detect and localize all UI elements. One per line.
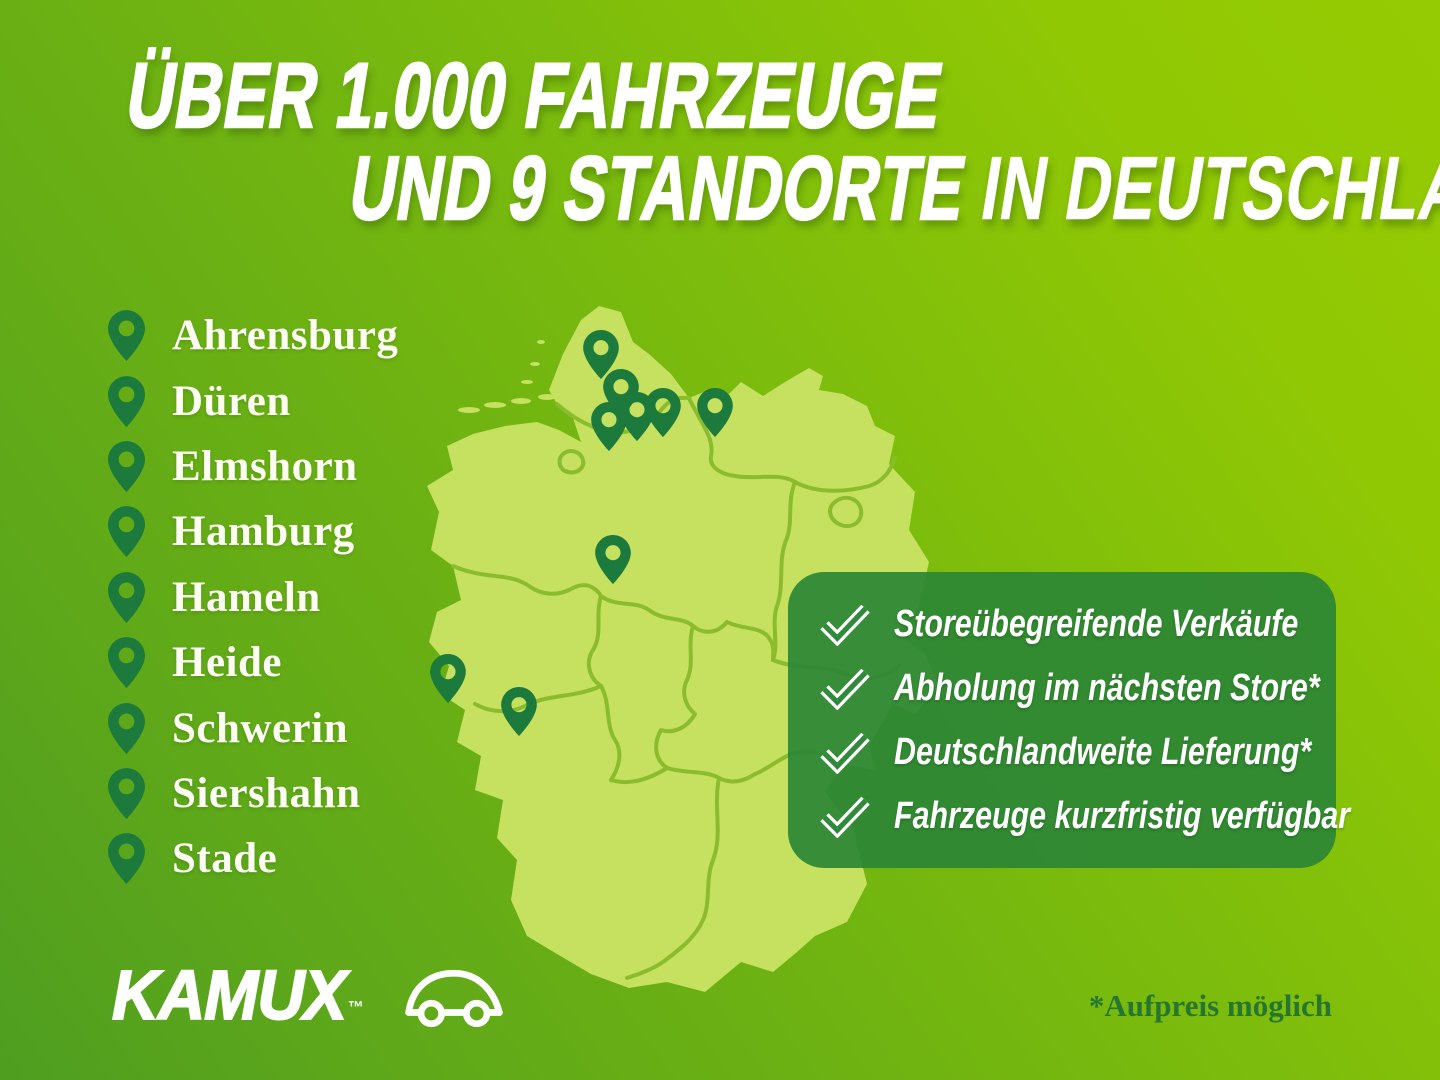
car-outline-icon [404, 969, 503, 1028]
list-item: Stade [108, 826, 398, 891]
list-item: Siershahn [108, 761, 398, 826]
double-check-icon [820, 732, 870, 774]
location-pin-icon [108, 637, 145, 689]
benefit-label: Abholung im nächsten Store* [894, 666, 1320, 709]
map-pin-schwerin [697, 388, 733, 437]
double-check-icon [820, 796, 870, 838]
benefit-label: Storeübegreifende Verkäufe [894, 602, 1299, 645]
location-label: Heide [172, 639, 282, 687]
location-pin-icon [108, 571, 145, 623]
islands [458, 340, 556, 413]
footnote: *Aufpreis möglich [1088, 988, 1332, 1023]
location-label: Stade [172, 835, 278, 883]
location-label: Ahrensburg [172, 312, 399, 360]
location-pin-icon [108, 833, 145, 885]
list-item: Elmshorn [108, 434, 398, 499]
list-item: Hamburg [108, 499, 398, 564]
benefit-row: Deutschlandweite Lieferung* [818, 720, 1311, 784]
list-item: Hameln [108, 565, 398, 630]
list-item: Düren [108, 368, 398, 433]
location-pin-icon [108, 310, 145, 362]
map-pin-dueren [430, 654, 466, 703]
headline-line1: ÜBER 1.000 FAHRZEUGE [119, 44, 950, 148]
benefit-label: Fahrzeuge kurzfristig verfügbar [894, 794, 1351, 837]
location-pin-icon [108, 767, 145, 819]
location-pin-icon [108, 441, 145, 492]
double-check-icon [820, 604, 870, 646]
map-pin-siershahn [501, 687, 537, 736]
headline-line2-strong: UND 9 STANDORTE [342, 138, 973, 240]
location-list: Ahrensburg Düren Elmshorn Hamburg Hameln… [108, 303, 398, 892]
kamux-logo: KAMUX ™ [111, 956, 506, 1034]
headline: ÜBER 1.000 FAHRZEUGE UND 9 STANDORTE IN … [106, 44, 1440, 240]
location-label: Düren [172, 377, 291, 425]
headline-line2: UND 9 STANDORTE IN DEUTSCHLAND [342, 138, 1440, 240]
double-check-icon [820, 668, 870, 710]
list-item: Heide [108, 630, 398, 695]
map-pin-ahrensburg [645, 388, 681, 437]
location-label: Elmshorn [172, 442, 358, 490]
location-label: Schwerin [172, 704, 348, 752]
list-item: Ahrensburg [108, 303, 398, 368]
benefits-panel: Storeübegreifende Verkäufe Abholung im n… [788, 572, 1350, 868]
headline-line2-regular: IN DEUTSCHLAND [974, 138, 1440, 239]
benefit-row: Abholung im nächsten Store* [818, 656, 1320, 720]
benefit-row: Storeübegreifende Verkäufe [818, 592, 1306, 656]
location-pin-icon [108, 702, 145, 754]
trademark-symbol: ™ [347, 998, 364, 1017]
location-label: Hamburg [172, 508, 355, 556]
location-pin-icon [108, 375, 145, 427]
location-label: Siershahn [172, 769, 361, 817]
location-label: Hameln [172, 573, 321, 621]
map-pin-hameln [595, 535, 631, 584]
benefit-row: Fahrzeuge kurzfristig verfügbar [818, 784, 1350, 848]
list-item: Schwerin [108, 695, 398, 760]
benefit-label: Deutschlandweite Lieferung* [894, 730, 1312, 773]
brand-wordmark: KAMUX ™ [111, 956, 364, 1034]
location-pin-icon [108, 506, 145, 558]
